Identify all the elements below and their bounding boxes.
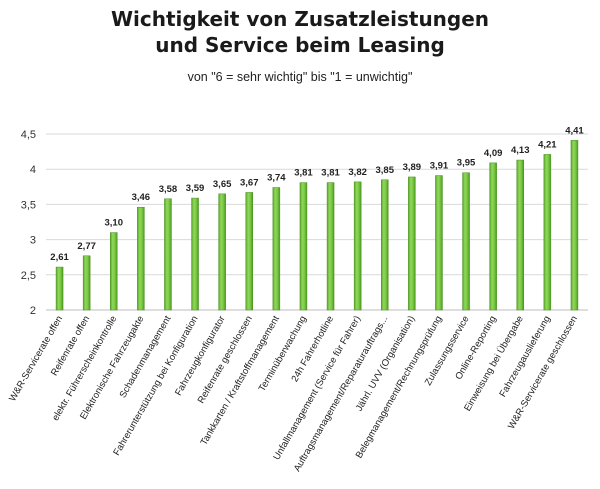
gridlines	[46, 133, 588, 311]
bar	[191, 197, 199, 311]
value-labels: 2,61 2,77 3,10 3,46 3,58 3,59 3,65 3,67 3,74 3,81…	[50, 125, 584, 263]
data-label: 3,59	[186, 183, 205, 194]
x-tick-label: Fahrzeugauslieferung	[497, 314, 552, 399]
x-tick-label: Fahrzeugkonfigurator	[173, 314, 228, 398]
chart-title: Wichtigkeit von Zusatzleistungen und Ser…	[0, 6, 600, 58]
y-axis: 2 2,5 3 3,5 4 4,5	[21, 129, 36, 317]
data-label: 3,65	[213, 179, 232, 190]
data-label: 3,89	[403, 162, 422, 173]
data-label: 3,10	[105, 218, 124, 229]
bar	[543, 154, 552, 311]
data-label: 3,85	[376, 165, 395, 176]
bar	[516, 159, 524, 311]
bar	[381, 179, 389, 311]
y-tick-label: 3,5	[21, 199, 36, 211]
y-tick-label: 2,5	[21, 270, 36, 282]
bar	[245, 192, 253, 311]
bar	[489, 162, 497, 311]
data-label: 3,82	[348, 167, 367, 178]
bar	[137, 206, 145, 311]
bar	[299, 182, 308, 311]
data-label: 2,61	[50, 252, 69, 263]
data-label: 4,09	[484, 148, 503, 159]
y-tick-label: 4,5	[21, 129, 36, 141]
bar	[326, 182, 335, 311]
bar	[218, 193, 226, 311]
bar	[408, 176, 416, 311]
bar	[462, 172, 470, 311]
y-tick-label: 4	[30, 164, 36, 176]
bar	[353, 181, 362, 311]
data-label: 3,67	[240, 177, 259, 188]
data-label: 3,81	[321, 168, 340, 179]
bar	[570, 140, 579, 311]
bar	[55, 266, 64, 311]
data-label: 4,13	[511, 145, 530, 156]
data-label: 3,95	[457, 158, 476, 169]
bar	[110, 232, 118, 311]
data-label: 4,41	[565, 125, 584, 136]
bar	[164, 198, 172, 311]
data-label: 3,58	[159, 184, 178, 195]
bars	[55, 140, 579, 311]
data-label: 4,21	[538, 139, 557, 150]
bar	[435, 175, 443, 311]
y-tick-label: 2	[30, 305, 36, 317]
bar	[272, 187, 281, 311]
data-label: 2,77	[77, 241, 96, 252]
data-label: 3,74	[267, 173, 286, 184]
data-label: 3,91	[430, 161, 449, 172]
bar	[82, 255, 91, 311]
chart-title-line-2: und Service beim Leasing	[155, 33, 445, 57]
y-tick-label: 3	[30, 235, 36, 247]
chart-subtitle: von "6 = sehr wichtig" bis "1 = unwichti…	[187, 70, 413, 84]
data-label: 3,81	[294, 168, 313, 179]
chart-title-line-1: Wichtigkeit von Zusatzleistungen	[110, 7, 490, 31]
data-label: 3,46	[132, 192, 151, 203]
